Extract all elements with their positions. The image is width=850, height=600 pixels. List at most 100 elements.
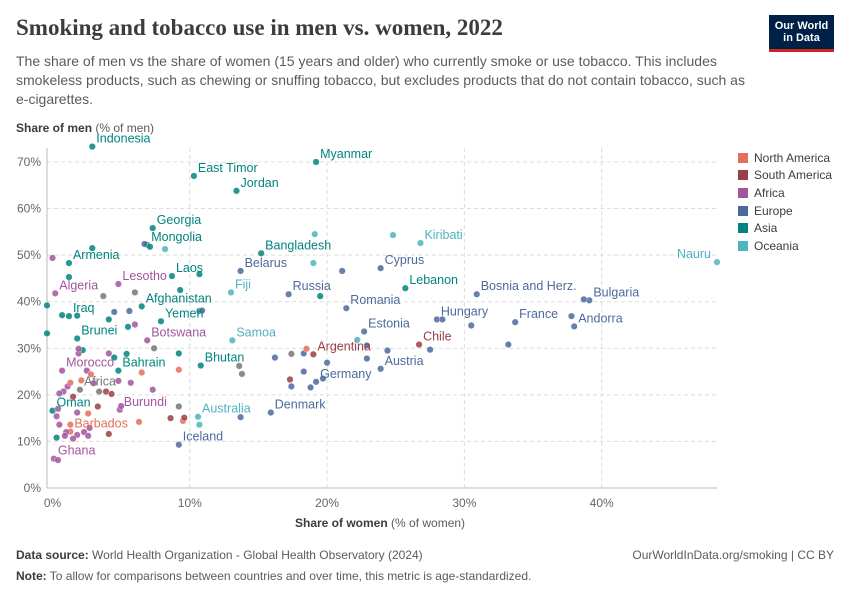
data-point[interactable] bbox=[105, 349, 113, 357]
data-point[interactable] bbox=[125, 307, 133, 315]
data-point[interactable] bbox=[48, 254, 56, 262]
data-point[interactable] bbox=[124, 323, 132, 331]
data-point-lebanon[interactable] bbox=[401, 284, 409, 292]
data-point[interactable] bbox=[287, 350, 295, 358]
data-point[interactable] bbox=[146, 243, 154, 251]
data-point-myanmar[interactable] bbox=[312, 158, 320, 166]
data-point[interactable] bbox=[198, 307, 206, 315]
owid-logo[interactable]: Our World in Data bbox=[769, 15, 834, 52]
data-point[interactable] bbox=[309, 259, 317, 267]
data-point[interactable] bbox=[175, 349, 183, 357]
data-point-samoa[interactable] bbox=[228, 336, 236, 344]
data-point-bosnia-and-herz-[interactable] bbox=[473, 290, 481, 298]
data-point[interactable] bbox=[55, 421, 63, 429]
data-point-romania[interactable] bbox=[342, 304, 350, 312]
data-point-brunei[interactable] bbox=[73, 334, 81, 342]
data-point[interactable] bbox=[338, 267, 346, 275]
data-point[interactable] bbox=[175, 366, 183, 374]
data-point-east-timor[interactable] bbox=[190, 172, 198, 180]
data-point[interactable] bbox=[235, 362, 243, 370]
data-point-indonesia[interactable] bbox=[88, 143, 96, 151]
data-point[interactable] bbox=[319, 375, 327, 383]
data-point[interactable] bbox=[65, 273, 73, 281]
data-point[interactable] bbox=[105, 315, 113, 323]
legend-item-asia[interactable]: Asia bbox=[738, 219, 832, 237]
data-point[interactable] bbox=[167, 414, 175, 422]
data-point-iraq[interactable] bbox=[65, 312, 73, 320]
data-point[interactable] bbox=[127, 379, 135, 387]
data-point-armenia[interactable] bbox=[65, 259, 73, 267]
data-point[interactable] bbox=[73, 409, 81, 417]
data-point[interactable] bbox=[389, 231, 397, 239]
data-point[interactable] bbox=[438, 315, 446, 323]
data-point-cyprus[interactable] bbox=[377, 264, 385, 272]
data-point-fiji[interactable] bbox=[227, 288, 235, 296]
data-point[interactable] bbox=[140, 240, 148, 248]
data-point[interactable] bbox=[43, 301, 51, 309]
data-point[interactable] bbox=[176, 286, 184, 294]
data-point-lesotho[interactable] bbox=[114, 280, 122, 288]
data-point[interactable] bbox=[77, 376, 85, 384]
data-point[interactable] bbox=[99, 292, 107, 300]
data-point[interactable] bbox=[75, 345, 83, 353]
data-point[interactable] bbox=[110, 308, 118, 316]
data-point[interactable] bbox=[307, 383, 315, 391]
data-point[interactable] bbox=[426, 346, 434, 354]
data-point[interactable] bbox=[175, 402, 183, 410]
data-point-laos[interactable] bbox=[168, 272, 176, 280]
data-point[interactable] bbox=[55, 389, 63, 397]
data-point[interactable] bbox=[180, 414, 188, 422]
data-point-yemen[interactable] bbox=[157, 317, 165, 325]
data-point-bahrain[interactable] bbox=[114, 367, 122, 375]
data-point[interactable] bbox=[161, 245, 169, 253]
data-point[interactable] bbox=[66, 421, 74, 429]
data-point[interactable] bbox=[69, 435, 77, 443]
data-point[interactable] bbox=[467, 321, 475, 329]
data-point[interactable] bbox=[149, 386, 157, 394]
data-point[interactable] bbox=[311, 230, 319, 238]
data-point[interactable] bbox=[53, 412, 61, 420]
data-point[interactable] bbox=[69, 393, 77, 401]
data-point[interactable] bbox=[504, 341, 512, 349]
data-point[interactable] bbox=[88, 244, 96, 252]
data-point[interactable] bbox=[90, 379, 98, 387]
data-point-bhutan[interactable] bbox=[197, 362, 205, 370]
data-point[interactable] bbox=[105, 430, 113, 438]
data-point-chile[interactable] bbox=[415, 341, 423, 349]
data-point[interactable] bbox=[87, 370, 95, 378]
data-point[interactable] bbox=[53, 434, 61, 442]
data-point[interactable] bbox=[117, 402, 125, 410]
legend-item-north-america[interactable]: North America bbox=[738, 149, 832, 167]
data-point[interactable] bbox=[287, 382, 295, 390]
data-point-iceland[interactable] bbox=[175, 441, 183, 449]
legend-item-europe[interactable]: Europe bbox=[738, 202, 832, 220]
data-point[interactable] bbox=[131, 321, 139, 329]
data-point-estonia[interactable] bbox=[360, 328, 368, 336]
data-point[interactable] bbox=[138, 368, 146, 376]
data-point-belarus[interactable] bbox=[237, 267, 245, 275]
data-point-australia[interactable] bbox=[194, 413, 202, 421]
data-point[interactable] bbox=[58, 311, 66, 319]
data-point[interactable] bbox=[86, 424, 94, 432]
data-point-algeria[interactable] bbox=[51, 289, 59, 297]
data-point[interactable] bbox=[114, 377, 122, 385]
data-point-jordan[interactable] bbox=[232, 187, 240, 195]
data-point[interactable] bbox=[363, 355, 371, 363]
data-point[interactable] bbox=[94, 402, 102, 410]
data-point-morocco[interactable] bbox=[58, 367, 66, 375]
data-point[interactable] bbox=[84, 409, 92, 417]
data-point[interactable] bbox=[286, 375, 294, 383]
data-point-kiribati[interactable] bbox=[416, 239, 424, 247]
data-point[interactable] bbox=[61, 432, 69, 440]
data-point-africa[interactable] bbox=[76, 386, 84, 394]
owid-link[interactable]: OurWorldInData.org/smoking | CC BY bbox=[632, 548, 834, 562]
data-point[interactable] bbox=[316, 292, 324, 300]
data-point[interactable] bbox=[237, 413, 245, 421]
data-point[interactable] bbox=[383, 347, 391, 355]
data-point[interactable] bbox=[131, 288, 139, 296]
data-point-bangladesh[interactable] bbox=[257, 249, 265, 257]
data-point[interactable] bbox=[363, 341, 371, 349]
legend-item-south-america[interactable]: South America bbox=[738, 167, 832, 185]
data-point[interactable] bbox=[271, 354, 279, 362]
data-point[interactable] bbox=[66, 379, 74, 387]
